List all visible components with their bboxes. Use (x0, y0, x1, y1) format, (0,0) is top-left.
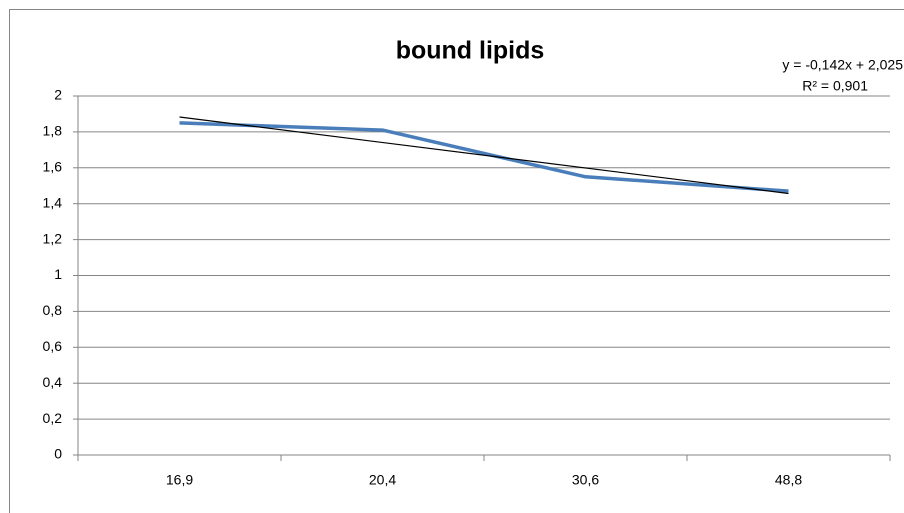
x-tick-label: 16,9 (166, 472, 193, 488)
y-tick-label: 1,4 (43, 194, 63, 210)
chart-border (9, 9, 904, 513)
y-tick-label: 0,4 (43, 374, 63, 390)
trendline-equation: y = -0,142x + 2,025 (782, 57, 903, 73)
x-tick-label: 20,4 (369, 472, 396, 488)
data-line (179, 121, 789, 193)
y-tick-label: 1,2 (43, 230, 63, 246)
y-tick-label: 1,6 (43, 159, 63, 175)
y-tick-label: 0,2 (43, 410, 63, 426)
y-tick-label: 0 (54, 446, 62, 462)
x-tick-label: 30,6 (572, 472, 599, 488)
y-tick-label: 1 (54, 266, 62, 282)
y-tick-label: 2 (54, 87, 62, 103)
x-tick-label: 48,8 (775, 472, 802, 488)
trendline-r2: R² = 0,901 (802, 78, 868, 94)
chart-title: bound lipids (396, 37, 545, 65)
trendline (179, 116, 789, 195)
y-tick-label: 0,6 (43, 338, 63, 354)
y-tick-label: 0,8 (43, 302, 63, 318)
y-tick-label: 1,8 (43, 123, 63, 139)
